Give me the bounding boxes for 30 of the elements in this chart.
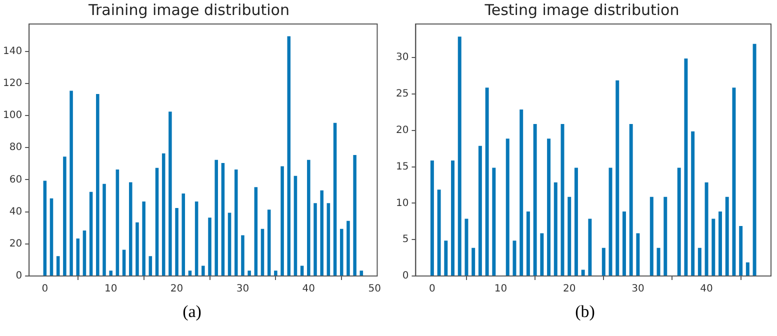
y-tick-label: 25	[396, 88, 409, 100]
x-tick-label: 40	[302, 284, 316, 295]
y-tick-label: 100	[2, 110, 22, 122]
y-tick-label: 120	[2, 78, 22, 89]
x-tick-label: 40	[700, 284, 713, 295]
y-tick-label: 140	[2, 46, 22, 57]
y-tick-label: 15	[396, 161, 409, 172]
y-tick-label: 5	[402, 234, 409, 246]
x-tick-label: 10	[104, 284, 118, 295]
y-tick-label: 0	[402, 270, 409, 282]
y-tick-label: 20	[396, 124, 409, 136]
y-tick-label: 30	[396, 52, 409, 64]
y-tick-label: 20	[9, 238, 22, 250]
x-tick-label: 0	[429, 284, 436, 295]
y-tick-label: 0	[16, 270, 22, 282]
y-tick-label: 40	[9, 206, 22, 218]
x-tick-label: 10	[494, 284, 508, 295]
x-tick-label: 30	[632, 284, 644, 295]
text: (b)	[574, 302, 596, 322]
x-tick-label: 20	[170, 284, 184, 295]
y-tick-label: 80	[9, 142, 22, 154]
x-tick-label: 50	[368, 284, 381, 295]
text: (a)	[182, 302, 202, 322]
chart-title: Training image distribution	[88, 0, 290, 19]
y-tick-label: 60	[9, 174, 22, 186]
chart-title: Testing image distribution	[484, 0, 680, 19]
y-tick-label: 10	[396, 198, 409, 209]
x-tick-label: 0	[42, 284, 48, 295]
x-tick-label: 20	[562, 284, 576, 295]
x-tick-label: 30	[236, 284, 250, 295]
